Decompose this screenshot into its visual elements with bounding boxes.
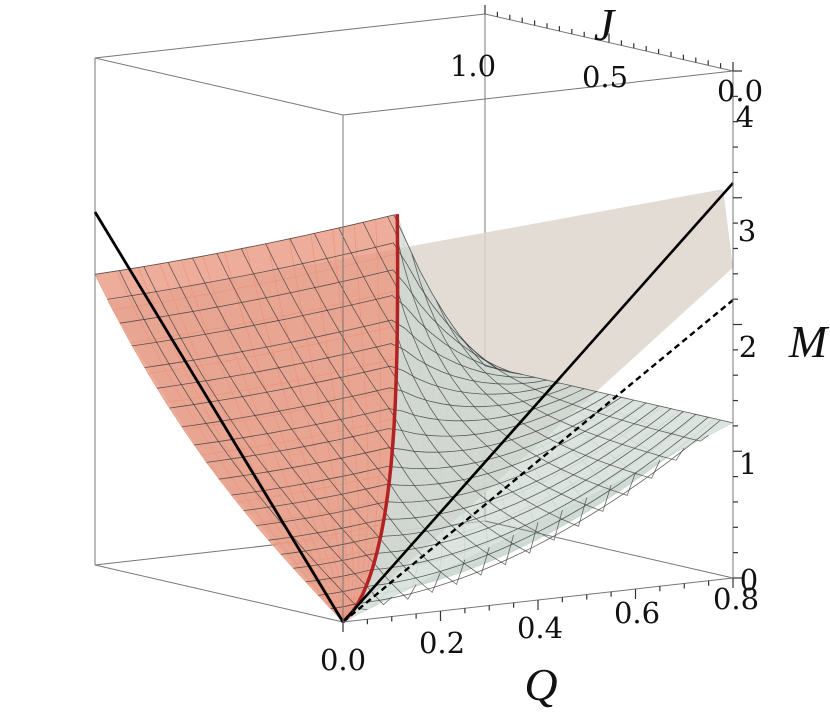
y-tick-label: 1.0 [450, 49, 496, 83]
teal-surface [342, 214, 734, 623]
z-tick-label: 4 [736, 100, 754, 134]
salmon-surface-patch [376, 253, 398, 296]
teal-surface-patch [405, 475, 425, 501]
black-edge-curve-right [342, 182, 734, 623]
salmon-surface-patch [332, 224, 358, 269]
tick-marks [342, 5, 742, 632]
z-tick-label: 1 [739, 447, 757, 481]
x-tick-label: 0.4 [517, 611, 563, 645]
mesh-line-constant-q [143, 266, 393, 606]
z-tick-label: 3 [738, 214, 756, 248]
mesh-line-constant-q [240, 248, 490, 576]
dashed-edge-curve [342, 299, 734, 623]
salmon-surface-patch [353, 218, 378, 264]
salmon-surface-patch [365, 392, 382, 426]
z-tick-label: 0 [740, 563, 758, 597]
z-axis-label: M [788, 316, 830, 367]
x-tick-label: 0.8 [713, 582, 759, 616]
surface-mesh-lines [94, 214, 734, 610]
teal-surface-patch [423, 451, 442, 477]
box-edge [94, 13, 486, 59]
x-tick-label: 0.6 [614, 596, 660, 630]
black-edge-curve-left [93, 211, 345, 623]
box-edge [94, 57, 344, 116]
mesh-line-constant-q [192, 257, 441, 594]
salmon-surface-patch [346, 365, 366, 401]
mesh-line-constant-q [362, 222, 612, 512]
mesh-line-constant-q [435, 300, 685, 461]
mesh-line-constant-q [387, 216, 636, 496]
x-tick-label: 0.0 [320, 643, 366, 677]
salmon-surface-patch [375, 213, 398, 259]
salmon-surface-patch [356, 478, 369, 506]
x-axis-label: Q [524, 659, 557, 710]
teal-surface-patch [406, 450, 425, 477]
mesh-line-constant-q [338, 227, 588, 527]
box-edge [484, 520, 734, 579]
red-boundary-curve [341, 214, 400, 624]
y-tick-label: 0.0 [717, 74, 763, 108]
teal-surface-patch [423, 474, 443, 500]
salmon-surface-patch [355, 452, 369, 482]
salmon-surface-patch [363, 361, 382, 397]
mesh-line-constant-q [289, 238, 539, 554]
salmon-surface-patch [343, 333, 365, 371]
salmon-surface-patch [356, 258, 379, 300]
mesh-line-constant-q [314, 233, 563, 541]
mesh-line-constant-q [265, 243, 514, 566]
z-tick-label: 2 [739, 330, 757, 364]
mesh-line-constant-q [460, 336, 709, 442]
mesh-line-constant-q [411, 253, 661, 479]
boundary-curves [93, 182, 734, 624]
y-axis-label: J [594, 0, 617, 50]
mesh-line-constant-q [484, 365, 734, 424]
y-tick-label: 0.5 [582, 60, 628, 94]
salmon-surface-patch [349, 396, 368, 429]
mesh-line-constant-q [119, 270, 368, 610]
box-edge [342, 70, 734, 116]
box-edge [94, 564, 344, 623]
x-tick-label: 0.2 [419, 626, 465, 660]
